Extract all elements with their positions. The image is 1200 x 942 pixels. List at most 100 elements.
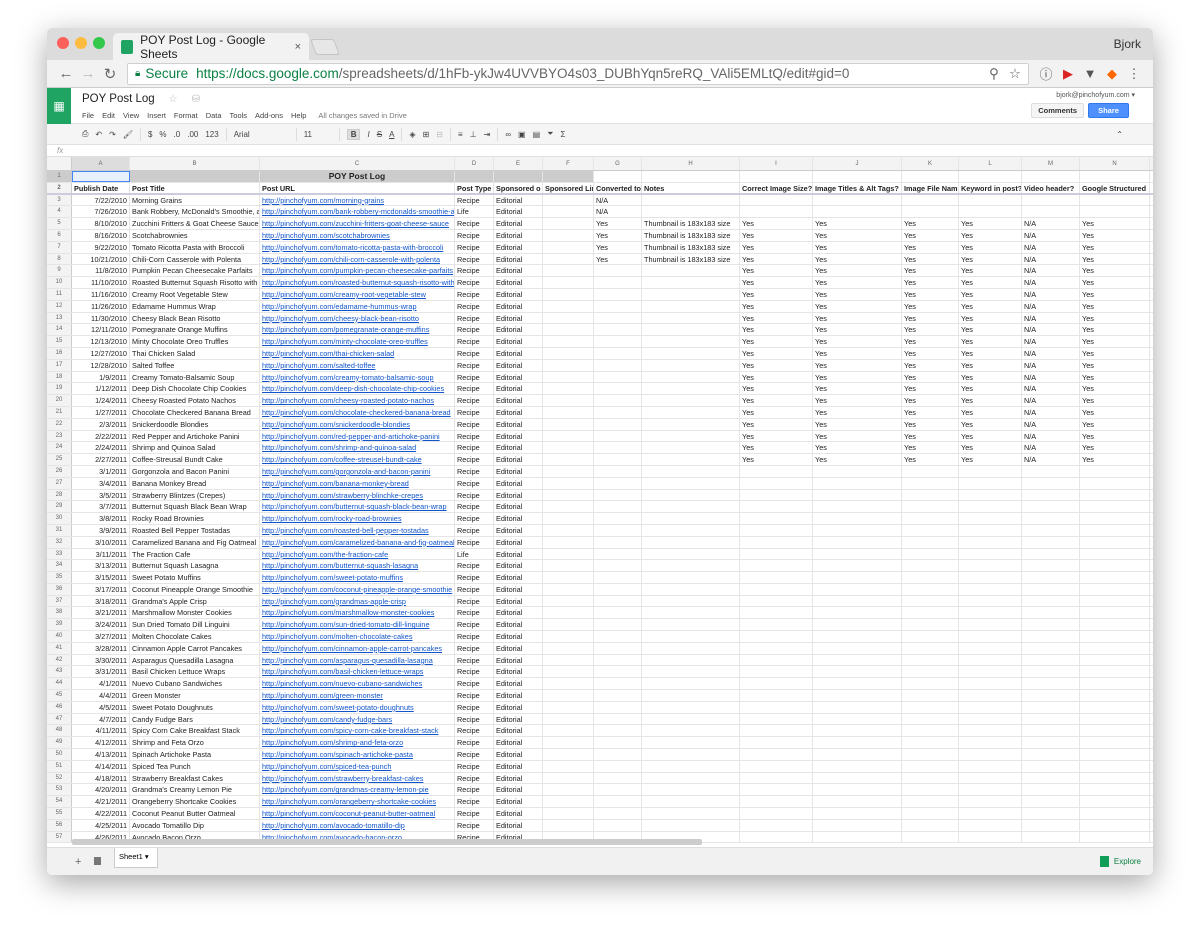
cell[interactable]: 4/20/2011 xyxy=(72,784,130,796)
cell[interactable]: Editorial xyxy=(494,265,543,277)
cell[interactable] xyxy=(902,206,959,218)
cell[interactable]: Yes xyxy=(1080,265,1150,277)
cell[interactable]: Yes xyxy=(959,265,1022,277)
column-label[interactable]: Converted to xyxy=(596,182,642,193)
cell[interactable]: Edamame Hummus Wrap xyxy=(130,300,260,312)
cell[interactable]: Avocado Bacon Orzo xyxy=(130,831,260,843)
post-url-link[interactable]: http://pinchofyum.com/spinach-artichoke-… xyxy=(260,749,455,760)
cell[interactable] xyxy=(1022,725,1080,737)
post-url-link[interactable]: http://pinchofyum.com/strawberry-breakfa… xyxy=(260,772,455,784)
cell[interactable]: Salted Toffee xyxy=(130,359,260,371)
cell[interactable] xyxy=(642,583,740,595)
cell[interactable] xyxy=(1022,796,1080,808)
cell[interactable]: Yes xyxy=(1080,312,1150,324)
row-number[interactable]: 8 xyxy=(47,253,72,265)
row-number[interactable]: 53 xyxy=(47,784,72,796)
post-url-link[interactable]: http://pinchofyum.com/bank-robbery-mcdon… xyxy=(262,206,455,218)
cell[interactable] xyxy=(813,489,902,501)
cell[interactable] xyxy=(642,808,740,819)
cell[interactable]: Recipe xyxy=(455,253,494,265)
cell[interactable]: Yes xyxy=(740,241,813,253)
cell[interactable] xyxy=(740,619,813,631)
cell[interactable]: Yes xyxy=(740,383,813,395)
cell[interactable] xyxy=(543,831,594,843)
cell[interactable]: Yes xyxy=(1080,229,1150,241)
cell[interactable]: Scotchabrownies xyxy=(130,229,260,241)
cell[interactable] xyxy=(642,383,740,395)
cell[interactable] xyxy=(813,690,902,701)
increase-decimal-icon[interactable]: .00 xyxy=(187,129,199,139)
cell[interactable]: 3/1/2011 xyxy=(72,465,130,477)
cell[interactable]: Yes xyxy=(1080,395,1150,406)
cell[interactable] xyxy=(813,631,902,642)
document-title[interactable]: POY Post Log xyxy=(82,93,155,105)
cell[interactable] xyxy=(959,701,1022,713)
cell[interactable]: Yes xyxy=(1080,336,1150,347)
cell[interactable]: N/A xyxy=(1022,442,1080,454)
row-number[interactable]: 55 xyxy=(47,808,72,819)
cell[interactable] xyxy=(902,784,959,796)
row-number[interactable]: 34 xyxy=(47,560,72,572)
cell[interactable] xyxy=(594,831,642,843)
cell[interactable]: N/A xyxy=(1022,277,1080,288)
column-header-h[interactable]: H xyxy=(642,157,740,170)
cell[interactable]: Editorial xyxy=(494,796,543,808)
cell[interactable]: Yes xyxy=(813,265,902,277)
cell[interactable]: Marshmallow Monster Cookies xyxy=(130,607,260,619)
row-number[interactable]: 48 xyxy=(47,725,72,737)
cell[interactable] xyxy=(959,654,1022,666)
cell[interactable] xyxy=(594,678,642,690)
post-url-link[interactable]: http://pinchofyum.com/avocado-tomatillo-… xyxy=(260,819,455,831)
cell[interactable]: Recipe xyxy=(455,607,494,619)
cell[interactable] xyxy=(543,241,594,253)
cell[interactable]: Editorial xyxy=(494,642,543,654)
cell[interactable] xyxy=(1080,690,1150,701)
cell[interactable]: 4/14/2011 xyxy=(72,760,130,772)
cell[interactable] xyxy=(1080,465,1150,477)
cell[interactable] xyxy=(740,194,813,206)
cell[interactable] xyxy=(543,536,594,548)
cell[interactable]: Editorial xyxy=(494,418,543,430)
row-number[interactable]: 43 xyxy=(47,666,72,678)
cell[interactable] xyxy=(594,772,642,784)
cell[interactable] xyxy=(813,171,902,182)
cell[interactable] xyxy=(959,831,1022,843)
cell[interactable]: Editorial xyxy=(494,749,543,760)
cell[interactable] xyxy=(594,477,642,489)
cell[interactable] xyxy=(594,583,642,595)
cell[interactable]: Yes xyxy=(1080,383,1150,395)
column-header-l[interactable]: L xyxy=(959,157,1022,170)
cell[interactable]: Editorial xyxy=(494,619,543,631)
post-url-link[interactable]: http://pinchofyum.com/grandmas-creamy-le… xyxy=(260,784,455,796)
cell[interactable] xyxy=(543,229,594,241)
cell[interactable] xyxy=(740,572,813,583)
cell[interactable] xyxy=(642,760,740,772)
cell[interactable]: 3/30/2011 xyxy=(72,654,130,666)
cell[interactable]: Yes xyxy=(959,454,1022,465)
cell[interactable]: Yes xyxy=(740,395,813,406)
cell[interactable] xyxy=(1080,194,1150,206)
cell[interactable] xyxy=(902,808,959,819)
cell[interactable] xyxy=(543,619,594,631)
cell[interactable] xyxy=(594,737,642,749)
cell[interactable] xyxy=(642,359,740,371)
column-header-n[interactable]: N xyxy=(1080,157,1150,170)
cell[interactable]: Yes xyxy=(740,406,813,418)
row-number[interactable]: 40 xyxy=(47,631,72,642)
cell[interactable] xyxy=(740,749,813,760)
reload-icon[interactable]: ↻ xyxy=(103,65,117,83)
cell[interactable]: Recipe xyxy=(455,489,494,501)
cell[interactable] xyxy=(1022,513,1080,524)
cell[interactable] xyxy=(1080,784,1150,796)
cell[interactable]: Sweet Potato Muffins xyxy=(130,572,260,583)
cell[interactable] xyxy=(594,324,642,336)
cell[interactable]: Recipe xyxy=(455,406,494,418)
cell[interactable] xyxy=(594,265,642,277)
cell[interactable] xyxy=(594,690,642,701)
cell[interactable] xyxy=(1080,631,1150,642)
cell[interactable] xyxy=(642,713,740,725)
text-wrap-icon[interactable]: ⇥ xyxy=(483,129,491,139)
post-url-link[interactable]: http://pinchofyum.com/marshmallow-monste… xyxy=(260,607,455,619)
cell[interactable] xyxy=(902,607,959,619)
cell[interactable]: Yes xyxy=(959,347,1022,359)
